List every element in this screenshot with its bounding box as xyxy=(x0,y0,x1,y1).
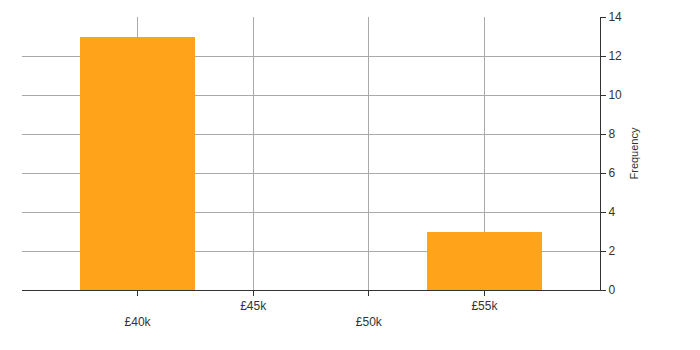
svg-text:2: 2 xyxy=(608,244,615,258)
svg-text:14: 14 xyxy=(608,10,622,24)
svg-text:£50k: £50k xyxy=(356,315,383,329)
svg-text:12: 12 xyxy=(608,49,622,63)
svg-text:£55k: £55k xyxy=(471,299,498,313)
svg-text:£40k: £40k xyxy=(125,315,152,329)
svg-text:Frequency: Frequency xyxy=(628,127,640,179)
svg-text:£45k: £45k xyxy=(240,299,267,313)
svg-text:6: 6 xyxy=(608,166,615,180)
svg-text:0: 0 xyxy=(608,283,615,297)
svg-text:4: 4 xyxy=(608,205,615,219)
svg-text:8: 8 xyxy=(608,127,615,141)
svg-text:10: 10 xyxy=(608,88,622,102)
